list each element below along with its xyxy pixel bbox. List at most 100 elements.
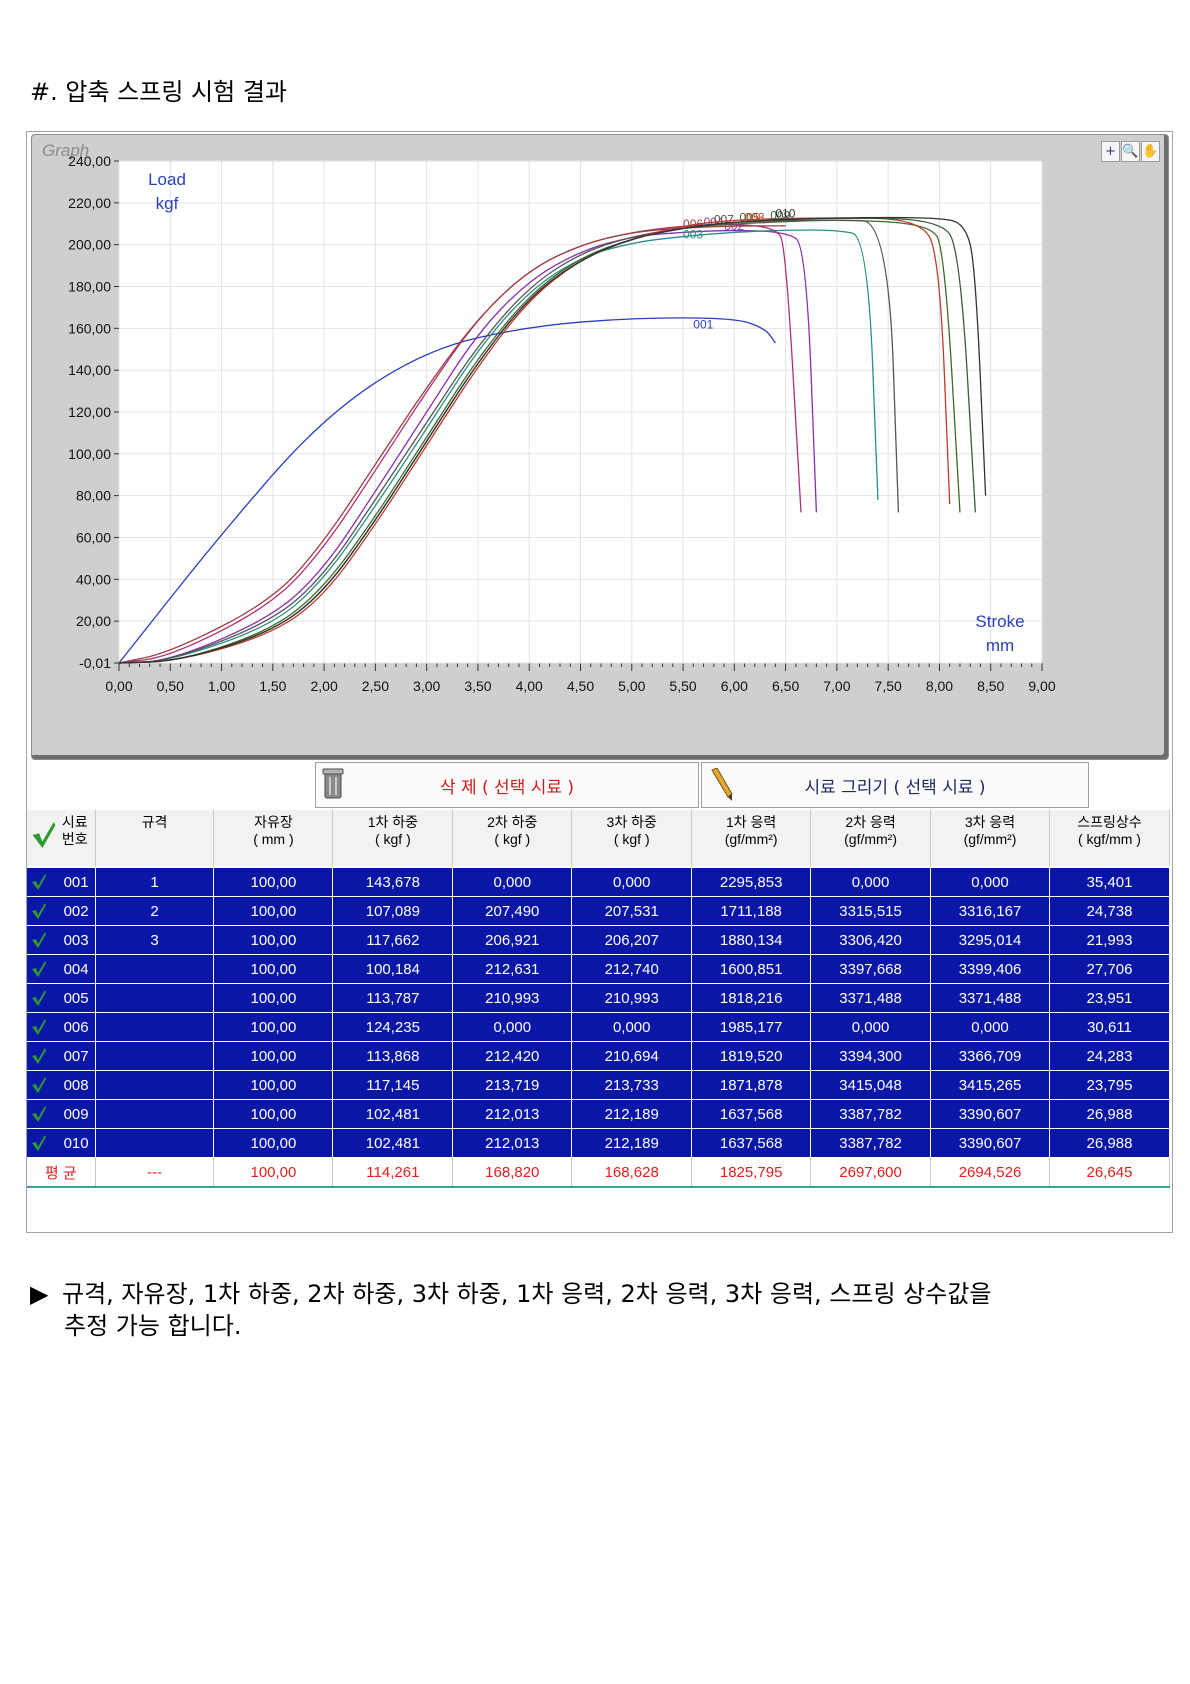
select-all-check-icon[interactable]	[31, 820, 57, 850]
table-cell	[95, 1099, 215, 1129]
table-cell: 124,235	[332, 1012, 454, 1042]
header-line-2: (gf/mm²)	[724, 831, 778, 847]
table-row[interactable]: 002 2 100,00 107,089 207,490 207,531 1711,188 3…	[27, 896, 1171, 926]
table-row[interactable]: 003 3 100,00 117,662 206,921 206,207 1880,134 3…	[27, 925, 1171, 955]
column-header: 시료 번호	[27, 810, 96, 868]
header-line-2: ( kgf )	[494, 831, 531, 847]
table-cell	[95, 1012, 215, 1042]
table-cell: 1818,216	[691, 983, 812, 1013]
table-cell: 3387,782	[810, 1099, 932, 1129]
delete-selected-button[interactable]: 삭 제 ( 선택 시료 )	[315, 762, 699, 808]
column-header: 1차 응력 (gf/mm²)	[691, 810, 812, 868]
series-line-005[interactable]	[118, 219, 961, 664]
table-cell: 1880,134	[691, 925, 812, 955]
average-cell: 평 균	[27, 1157, 96, 1188]
table-row[interactable]: 005 100,00 113,787 210,993 210,993 1818,216 33…	[27, 983, 1171, 1013]
x-tick-label: 8,50	[977, 678, 1004, 694]
table-cell: 0,000	[452, 867, 573, 897]
table-cell: 0,000	[571, 867, 693, 897]
table-cell: 008	[27, 1070, 96, 1100]
table-row[interactable]: 007 100,00 113,868 212,420 210,694 1819,520 33…	[27, 1041, 1171, 1071]
row-check-icon[interactable]	[31, 873, 47, 891]
table-cell: 3306,420	[810, 925, 932, 955]
summary-note: ▶ 규격, 자유장, 1차 하중, 2차 하중, 3차 하중, 1차 응력, 2차…	[30, 1278, 991, 1342]
table-cell: 1600,851	[691, 954, 812, 984]
table-row[interactable]: 001 1 100,00 143,678 0,000 0,000 2295,853 0,000…	[27, 867, 1171, 897]
note-line-1: 규격, 자유장, 1차 하중, 2차 하중, 3차 하중, 1차 응력, 2차 …	[62, 1280, 992, 1308]
row-check-icon[interactable]	[31, 931, 47, 949]
trash-icon	[322, 768, 344, 799]
table-row[interactable]: 010 100,00 102,481 212,013 212,189 1637,568 33…	[27, 1128, 1171, 1158]
table-cell: 3316,167	[930, 896, 1050, 926]
table-cell: 004	[27, 954, 96, 984]
row-check-icon[interactable]	[31, 1076, 47, 1094]
table-cell: 100,00	[213, 1041, 334, 1071]
table-cell: 0,000	[810, 1012, 932, 1042]
header-line-2: ( kgf/mm )	[1077, 831, 1141, 847]
y-tick-label: 20,00	[76, 613, 111, 629]
header-line-1: 자유장	[254, 814, 293, 830]
table-row[interactable]: 006 100,00 124,235 0,000 0,000 1985,177 0,000 0…	[27, 1012, 1171, 1042]
y-tick-label: 160,00	[68, 320, 111, 336]
table-cell: 0,000	[810, 867, 932, 897]
pan-hand-icon[interactable]: ✋	[1141, 141, 1160, 162]
table-cell: 3399,406	[930, 954, 1050, 984]
table-cell: 143,678	[332, 867, 454, 897]
table-cell: 3371,488	[810, 983, 932, 1013]
row-check-icon[interactable]	[31, 1105, 47, 1123]
y-tick-label: -0,01	[79, 655, 111, 671]
y-tick-label: 220,00	[68, 195, 111, 211]
x-tick-label: 5,50	[669, 678, 696, 694]
table-cell: 212,420	[452, 1041, 573, 1071]
x-tick-label: 6,50	[772, 678, 799, 694]
average-cell: 114,261	[332, 1157, 454, 1188]
table-cell	[95, 1128, 215, 1158]
table-cell: 213,733	[571, 1070, 693, 1100]
header-line-2: (gf/mm²)	[963, 831, 1017, 847]
table-cell: 212,013	[452, 1099, 573, 1129]
table-cell: 003	[27, 925, 96, 955]
magnifier-icon[interactable]: 🔍	[1121, 141, 1140, 162]
table-cell: 3394,300	[810, 1041, 932, 1071]
row-check-icon[interactable]	[31, 960, 47, 978]
zoom-in-icon[interactable]: +	[1101, 141, 1120, 162]
average-cell: 26,645	[1049, 1157, 1171, 1188]
y-axis-label-load: Load	[148, 170, 186, 189]
table-cell: 100,00	[213, 1070, 334, 1100]
header-line-2: 번호	[61, 831, 88, 847]
table-row[interactable]: 009 100,00 102,481 212,013 212,189 1637,568 33…	[27, 1099, 1171, 1129]
series-line-003[interactable]	[118, 229, 879, 664]
column-header: 2차 하중( kgf )	[452, 810, 573, 868]
table-cell: 1711,188	[691, 896, 812, 926]
table-cell: 1	[95, 867, 215, 897]
row-check-icon[interactable]	[31, 989, 47, 1007]
draw-button-label: 시료 그리기 ( 선택 시료 )	[804, 777, 986, 798]
header-line-1: 3차 하중	[606, 814, 657, 830]
table-cell: 100,00	[213, 896, 334, 926]
row-check-icon[interactable]	[31, 1047, 47, 1065]
series-line-007[interactable]	[118, 219, 900, 664]
average-cell: 1825,795	[691, 1157, 812, 1188]
average-cell: ---	[95, 1157, 215, 1188]
draw-selected-button[interactable]: 시료 그리기 ( 선택 시료 )	[701, 762, 1089, 808]
series-line-006[interactable]	[118, 225, 786, 664]
x-tick-label: 5,00	[618, 678, 645, 694]
pencil-icon	[711, 768, 733, 801]
table-cell: 212,013	[452, 1128, 573, 1158]
row-check-icon[interactable]	[31, 1134, 47, 1152]
row-check-icon[interactable]	[31, 1018, 47, 1036]
table-row[interactable]: 008 100,00 117,145 213,719 213,733 1871,878 34…	[27, 1070, 1171, 1100]
table-cell: 210,993	[452, 983, 573, 1013]
table-cell: 0,000	[930, 1012, 1050, 1042]
table-cell: 212,189	[571, 1128, 693, 1158]
table-cell: 3415,265	[930, 1070, 1050, 1100]
table-cell	[95, 954, 215, 984]
table-cell: 210,993	[571, 983, 693, 1013]
table-cell	[95, 1041, 215, 1071]
row-check-icon[interactable]	[31, 902, 47, 920]
table-cell: 100,00	[213, 925, 334, 955]
table-row[interactable]: 004 100,00 100,184 212,631 212,740 1600,851 33…	[27, 954, 1171, 984]
series-line-010[interactable]	[118, 216, 987, 664]
x-axis-label-unit: mm	[986, 636, 1014, 655]
table-cell: 3415,048	[810, 1070, 932, 1100]
